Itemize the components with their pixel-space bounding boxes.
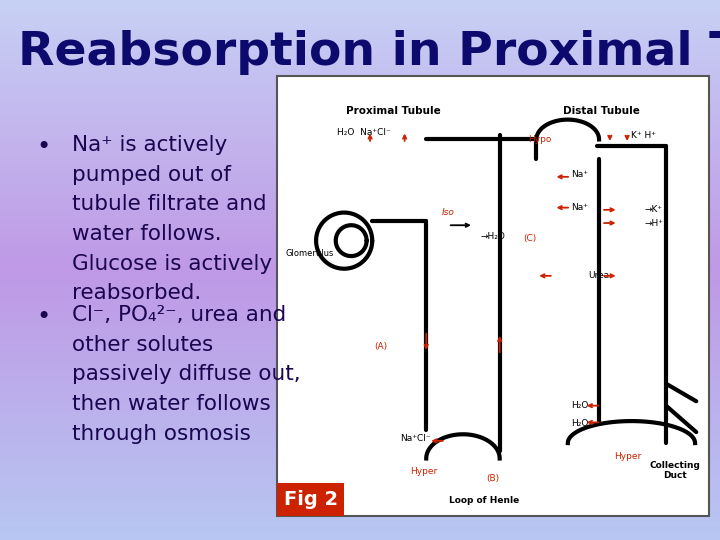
Text: Fig 2: Fig 2 — [284, 490, 338, 509]
Text: water follows.: water follows. — [72, 224, 222, 244]
Text: Iso: Iso — [441, 207, 454, 217]
Text: passively diffuse out,: passively diffuse out, — [72, 364, 301, 384]
Text: →K⁺: →K⁺ — [644, 205, 662, 214]
Text: •: • — [36, 305, 50, 329]
Text: through osmosis: through osmosis — [72, 424, 251, 444]
Text: Na⁺: Na⁺ — [571, 170, 588, 179]
Text: Na⁺: Na⁺ — [571, 203, 588, 212]
Text: Loop of Henle: Loop of Henle — [449, 496, 520, 505]
Text: then water follows: then water follows — [72, 394, 271, 414]
Text: →H⁺: →H⁺ — [644, 219, 663, 227]
Text: Cl⁻, PO₄²⁻, urea and: Cl⁻, PO₄²⁻, urea and — [72, 305, 287, 325]
Text: H₂O  Na⁺Cl⁻: H₂O Na⁺Cl⁻ — [337, 129, 390, 137]
Text: (A): (A) — [374, 342, 387, 351]
Text: Glomerulus: Glomerulus — [286, 249, 334, 258]
Text: Hypo: Hypo — [528, 135, 551, 144]
Text: (B): (B) — [487, 474, 500, 483]
Text: reabsorbed.: reabsorbed. — [72, 284, 202, 303]
FancyBboxPatch shape — [277, 483, 344, 516]
Text: Distal Tubule: Distal Tubule — [563, 106, 639, 117]
Text: •: • — [36, 135, 50, 159]
FancyBboxPatch shape — [277, 76, 709, 516]
Text: Glucose is actively: Glucose is actively — [72, 254, 272, 274]
Text: (C): (C) — [523, 234, 536, 243]
Text: →H₂O: →H₂O — [480, 232, 505, 241]
Text: Hyper: Hyper — [614, 452, 642, 461]
Text: tubule filtrate and: tubule filtrate and — [72, 194, 266, 214]
Text: Urea: Urea — [588, 271, 609, 280]
Text: pumped out of: pumped out of — [72, 165, 231, 185]
Text: Reabsorption in Proximal Tubule: Reabsorption in Proximal Tubule — [18, 30, 720, 75]
Text: Na⁺ is actively: Na⁺ is actively — [72, 135, 228, 155]
Text: H₂O: H₂O — [571, 401, 588, 410]
Text: Collecting
Duct: Collecting Duct — [649, 461, 700, 480]
Text: Hyper: Hyper — [410, 467, 438, 476]
Text: Na⁺Cl⁻: Na⁺Cl⁻ — [400, 434, 431, 443]
Text: H₂O: H₂O — [571, 419, 588, 428]
Text: K⁺ H⁺: K⁺ H⁺ — [631, 131, 657, 140]
Text: Proximal Tubule: Proximal Tubule — [346, 106, 441, 117]
Text: other solutes: other solutes — [72, 335, 213, 355]
